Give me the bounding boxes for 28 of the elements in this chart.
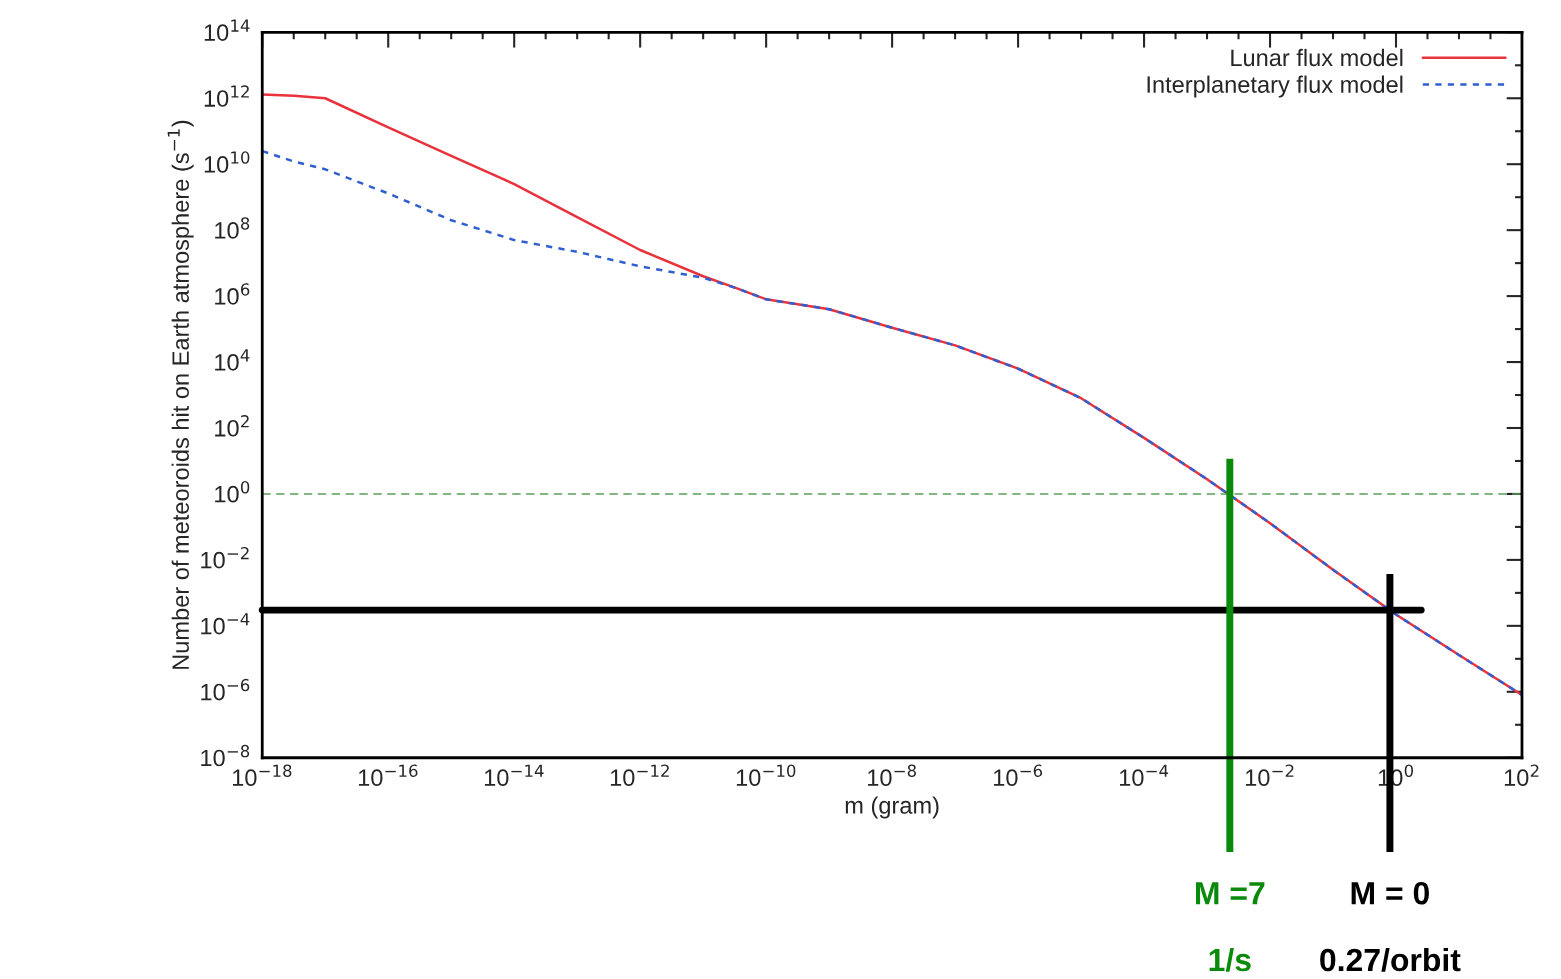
x-tick-label: 10$^{−12}$ [610,764,669,787]
y-tick-label: 10$^{2}$ [215,415,249,437]
legend-label: Interplanetary flux model [1147,75,1403,98]
text: M = 0 0.27/orbit [1320,881,1461,972]
x-tick-label: 10$^{−14}$ [484,764,544,787]
x-axis-title: m (gram) [845,796,939,819]
y-tick-label: 10$^{8}$ [215,217,250,239]
y-tick-label: 10$^{4}$ [215,349,250,371]
y-tick-label: 10$^{−4}$ [201,613,250,635]
y-tick-label: 10$^{−8}$ [201,744,250,767]
x-tick-label: 10$^{−10}$ [736,764,796,787]
x-tick-label: 10$^{−16}$ [358,764,418,787]
y-tick-label: 10$^{14}$ [204,19,250,41]
y-tick-label: 10$^{−6}$ [201,678,250,701]
y-tick-label: 10$^{10}$ [204,151,250,173]
x-tick-label: 10$^{−8}$ [868,764,916,787]
x-tick-label: 10$^{2}$ [1504,764,1539,787]
y-tick-label: 10$^{12}$ [204,85,249,107]
text: M =7 1/s [1196,882,1265,972]
y-tick-label: 10$^{0}$ [215,481,250,503]
y-axis-title: Number of meteoroids hit on Earth atmosphere (s$^{−1}$) [167,120,194,669]
x-tick-label: 10$^{−18}$ [233,764,292,787]
x-tick-label: 10$^{−2}$ [1245,764,1294,787]
y-tick-label: 10$^{−2}$ [201,546,249,569]
x-tick-label: 10$^{−4}$ [1120,764,1169,787]
legend-label: Lunar flux model [1231,48,1403,67]
x-tick-label: 10$^{−6}$ [994,764,1043,787]
y-tick-label: 10$^{6}$ [215,283,250,305]
